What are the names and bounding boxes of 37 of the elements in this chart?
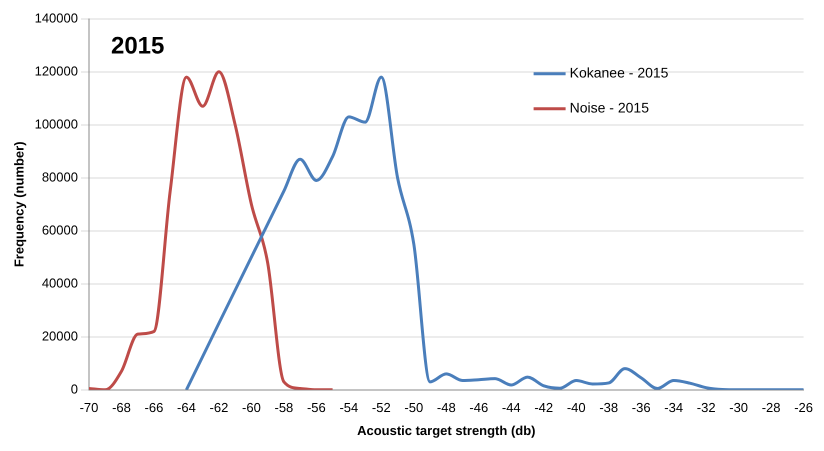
x-tick-label: -48 [436,400,456,416]
x-tick-label: -32 [696,400,716,416]
x-tick-label: -34 [664,400,684,416]
y-tick-label: 20000 [42,328,78,344]
x-tick-label: -70 [80,400,98,416]
x-tick-label: -56 [306,400,326,416]
y-tick-label: 100000 [34,116,78,132]
x-tick-label: -52 [372,400,391,416]
legend-label: Noise - 2015 [570,100,650,116]
x-tick-label: -60 [242,400,261,416]
x-tick-label: -68 [112,400,131,416]
x-tick-label: -42 [534,400,554,416]
x-tick-label: -44 [502,400,521,416]
legend-label: Kokanee - 2015 [570,64,669,81]
y-tick-label: 80000 [42,169,78,184]
x-tick-label: -36 [632,400,651,416]
y-tick-label: 140000 [34,10,78,26]
y-axis-title: Frequency (number) [11,141,26,268]
text: 2015 [110,32,164,60]
y-tick-label: 0 [70,381,78,396]
x-tick-label: -30 [729,400,748,416]
x-tick-label: -64 [177,400,196,416]
y-tick-label: 40000 [42,275,78,290]
x-tick-label: -46 [469,400,488,416]
y-tick-label: 120000 [34,63,78,78]
line-series [88,70,334,390]
x-axis-title: Acoustic target strength (db) [357,422,536,438]
x-tick-label: -58 [274,400,294,416]
x-tick-label: -62 [210,400,228,416]
x-tick-label: -54 [339,400,358,416]
x-tick-label: -40 [566,400,586,416]
x-tick-label: -66 [144,400,164,416]
x-tick-label: -50 [404,400,424,416]
y-tick-label: 60000 [42,222,78,238]
x-tick-label: -28 [762,400,781,416]
x-tick-label: -26 [794,400,814,416]
x-tick-label: -38 [599,400,618,416]
